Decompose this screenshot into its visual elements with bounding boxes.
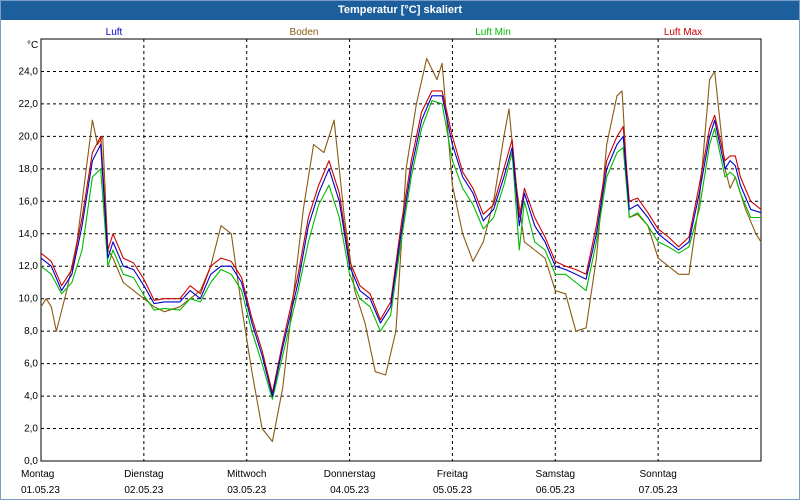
x-tick-date: 06.05.23	[536, 485, 575, 496]
legend-item: Luft Max	[664, 27, 702, 38]
x-tick-day: Montag	[21, 469, 54, 480]
x-tick-day: Donnerstag	[324, 469, 376, 480]
x-tick-date: 01.05.23	[21, 485, 60, 496]
y-tick-label: 24,0	[19, 66, 39, 77]
x-tick-date: 02.05.23	[124, 485, 163, 496]
legend-item: Luft	[106, 27, 123, 38]
y-tick-label: 0,0	[24, 456, 38, 467]
series-line-luft-min	[40, 100, 761, 400]
x-tick-date: 07.05.23	[639, 485, 678, 496]
plot-area	[40, 38, 762, 462]
y-tick-label: 6,0	[24, 359, 38, 370]
y-tick-label: 10,0	[19, 294, 39, 305]
y-tick-label: 14,0	[19, 229, 39, 240]
series-line-boden	[40, 57, 762, 443]
y-axis-label: °C	[27, 40, 38, 51]
y-tick-label: 18,0	[19, 164, 39, 175]
x-tick-date: 03.05.23	[227, 485, 266, 496]
y-tick-label: 16,0	[19, 196, 39, 207]
y-tick-label: 8,0	[24, 326, 38, 337]
legend-item: Luft Min	[475, 27, 511, 38]
series-line-luft	[40, 95, 762, 397]
series-line-luft-max	[40, 90, 762, 394]
chart-title: Temperatur [°C] skaliert	[1, 1, 799, 20]
legend-item: Boden	[290, 27, 319, 38]
y-tick-label: 12,0	[19, 261, 39, 272]
x-tick-date: 05.05.23	[433, 485, 472, 496]
x-tick-day: Mittwoch	[227, 469, 266, 480]
y-tick-label: 4,0	[24, 391, 38, 402]
y-tick-label: 22,0	[19, 99, 39, 110]
y-tick-label: 2,0	[24, 424, 38, 435]
y-tick-label: 20,0	[19, 131, 39, 142]
x-tick-day: Freitag	[437, 469, 468, 480]
x-tick-day: Sonntag	[640, 469, 677, 480]
x-tick-date: 04.05.23	[330, 485, 369, 496]
x-tick-day: Dienstag	[124, 469, 163, 480]
x-tick-day: Samstag	[536, 469, 575, 480]
